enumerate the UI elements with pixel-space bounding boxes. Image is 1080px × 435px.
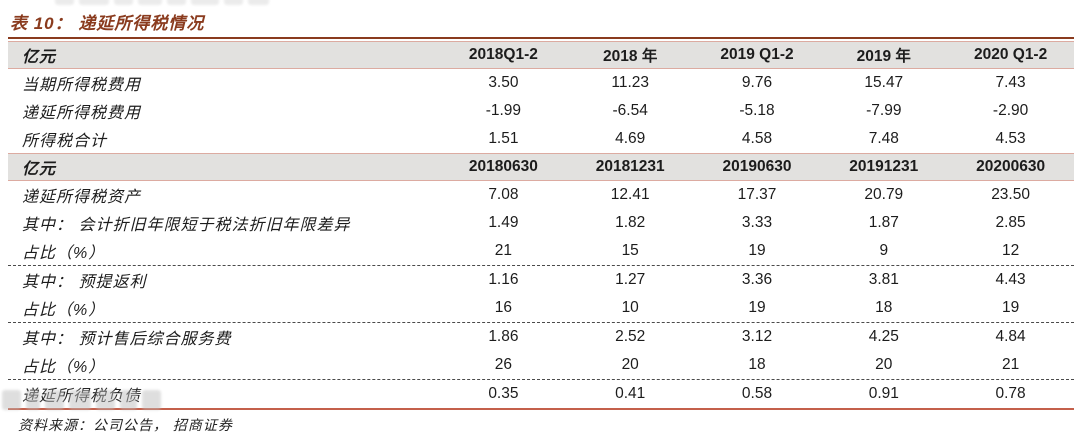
title-underline xyxy=(8,37,1074,39)
table-row: 递延所得税费用 -1.99 -6.54 -5.18 -7.99 -2.90 xyxy=(8,97,1074,125)
cell-value: 4.69 xyxy=(615,130,646,147)
row-label: 其中： 预提返利 xyxy=(22,274,147,291)
cell-value: 7.48 xyxy=(868,130,899,147)
cell-value: 0.35 xyxy=(488,385,519,402)
row-label: 所得税合计 xyxy=(22,133,108,150)
column-header: 2019 年 xyxy=(856,48,911,65)
cell-value: 0.91 xyxy=(868,385,899,402)
cell-value: 1.51 xyxy=(488,130,519,147)
cell-value: 19 xyxy=(748,242,766,259)
cell-value: -2.90 xyxy=(992,102,1029,119)
cell-value: 1.27 xyxy=(615,271,646,288)
cell-value: 23.50 xyxy=(991,186,1030,203)
cell-value: 21 xyxy=(1001,356,1020,373)
cell-value: 17.37 xyxy=(737,186,777,203)
table-title: 表 10： 递延所得税情况 xyxy=(10,14,205,33)
row-label: 递延所得税费用 xyxy=(22,105,142,122)
cell-value: 20.79 xyxy=(864,186,904,203)
cell-value: 1.82 xyxy=(615,214,646,231)
cell-value: 3.36 xyxy=(741,271,773,288)
cell-value: 3.12 xyxy=(741,328,773,345)
column-header: 20190630 xyxy=(722,158,792,175)
table-row: 占比（%） 21 15 19 9 12 xyxy=(8,237,1074,266)
cell-value: 15 xyxy=(621,242,639,259)
cell-value: -1.99 xyxy=(485,102,522,119)
cell-value: 12.41 xyxy=(610,186,650,203)
cell-value: -7.99 xyxy=(866,102,902,119)
cell-value: -5.18 xyxy=(739,102,775,119)
cell-value: 2.85 xyxy=(995,214,1026,231)
table-row: 递延所得税资产 7.08 12.41 17.37 20.79 23.50 xyxy=(8,181,1074,209)
cell-value: 19 xyxy=(1001,299,1020,316)
cell-value: -6.54 xyxy=(612,102,648,119)
cell-value: 18 xyxy=(875,299,893,316)
cell-value: 7.43 xyxy=(995,74,1026,91)
row-label: 递延所得税负债 xyxy=(22,388,142,405)
cell-value: 19 xyxy=(748,299,766,316)
row-label: 当期所得税费用 xyxy=(22,77,142,94)
table-row: 其中： 预计售后综合服务费 1.86 2.52 3.12 4.25 4.84 xyxy=(8,323,1074,351)
table-row: 递延所得税负债 0.35 0.41 0.58 0.91 0.78 xyxy=(8,380,1074,408)
cell-value: 21 xyxy=(494,242,513,259)
cell-value: 20 xyxy=(621,356,639,373)
table-row: 其中： 会计折旧年限短于税法折旧年限差异 1.49 1.82 3.33 1.87 2.85 xyxy=(8,209,1074,237)
cell-value: 1.87 xyxy=(868,214,899,231)
cell-value: 0.58 xyxy=(741,385,773,402)
row-label: 占比（%） xyxy=(22,359,106,376)
watermark-clipped-top xyxy=(55,0,269,5)
cell-value: 4.58 xyxy=(741,130,773,147)
column-header: 2020 Q1-2 xyxy=(973,46,1048,63)
cell-value: 18 xyxy=(748,356,766,373)
row-label: 其中： 预计售后综合服务费 xyxy=(22,331,232,348)
cell-value: 12 xyxy=(1001,242,1020,259)
column-header: 20191231 xyxy=(849,158,919,175)
unit-label: 亿元 xyxy=(22,49,57,66)
table-row: 所得税合计 1.51 4.69 4.58 7.48 4.53 xyxy=(8,125,1074,153)
column-header: 20200630 xyxy=(976,158,1046,175)
cell-value: 0.41 xyxy=(615,385,646,402)
cell-value: 4.84 xyxy=(995,328,1026,345)
section2-header-row: 亿元 20180630 20181231 20190630 20191231 202006… xyxy=(8,153,1074,181)
cell-value: 4.53 xyxy=(995,130,1026,147)
source-note: 资料来源：公司公告， 招商证券 xyxy=(18,417,233,433)
cell-value: 9 xyxy=(879,242,889,259)
column-header: 2018 年 xyxy=(603,48,658,65)
column-header: 20181231 xyxy=(595,158,665,175)
cell-value: 3.81 xyxy=(868,271,899,288)
unit-label: 亿元 xyxy=(22,161,57,178)
column-header: 20180630 xyxy=(468,158,538,175)
cell-value: 4.43 xyxy=(995,271,1026,288)
cell-value: 2.52 xyxy=(615,328,646,345)
cell-value: 1.86 xyxy=(488,328,519,345)
cell-value: 1.16 xyxy=(488,271,519,288)
cell-value: 0.78 xyxy=(995,385,1026,402)
column-header: 2018Q1-2 xyxy=(468,46,538,63)
cell-value: 3.33 xyxy=(741,214,773,231)
table-row: 占比（%） 16 10 19 18 19 xyxy=(8,294,1074,323)
row-label: 递延所得税资产 xyxy=(22,189,142,206)
cell-value: 15.47 xyxy=(864,74,904,91)
cell-value: 20 xyxy=(875,356,893,373)
cell-value: 16 xyxy=(494,299,513,316)
row-label: 占比（%） xyxy=(22,245,106,262)
cell-value: 1.49 xyxy=(488,214,519,231)
table-row: 当期所得税费用 3.50 11.23 9.76 15.47 7.43 xyxy=(8,69,1074,97)
cell-value: 26 xyxy=(494,356,513,373)
cell-value: 4.25 xyxy=(868,328,899,345)
cell-value: 11.23 xyxy=(611,74,650,91)
table-row: 占比（%） 26 20 18 20 21 xyxy=(8,351,1074,380)
cell-value: 10 xyxy=(621,299,639,316)
section1-header-row: 亿元 2018Q1-2 2018 年 2019 Q1-2 2019 年 2020 Q1-2 xyxy=(8,41,1074,69)
cell-value: 3.50 xyxy=(488,74,519,91)
cell-value: 9.76 xyxy=(741,74,773,91)
column-header: 2019 Q1-2 xyxy=(720,46,794,63)
table-row: 其中： 预提返利 1.16 1.27 3.36 3.81 4.43 xyxy=(8,266,1074,294)
cell-value: 7.08 xyxy=(488,186,519,203)
row-label: 占比（%） xyxy=(22,302,106,319)
deferred-income-tax-table: 亿元 2018Q1-2 2018 年 2019 Q1-2 2019 年 2020 Q1-2… xyxy=(8,41,1074,410)
row-label: 其中： 会计折旧年限短于税法折旧年限差异 xyxy=(22,217,351,234)
